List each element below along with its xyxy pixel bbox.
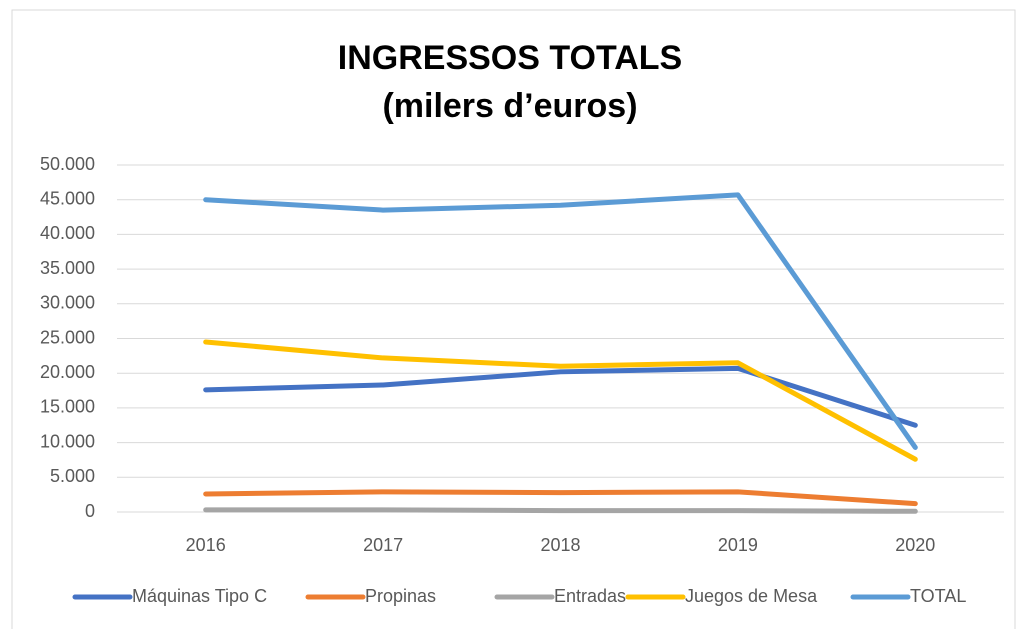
legend-label: TOTAL	[910, 586, 966, 606]
series-line	[203, 365, 918, 428]
series-line	[203, 339, 918, 462]
y-tick-label: 5.000	[50, 466, 95, 486]
x-tick-label: 2018	[540, 535, 580, 555]
legend-label: Entradas	[554, 586, 626, 606]
chart-title: INGRESSOS TOTALS	[338, 39, 682, 77]
y-tick-label: 30.000	[40, 293, 95, 313]
x-tick-label: 2020	[895, 535, 935, 555]
y-tick-label: 35.000	[40, 258, 95, 278]
y-tick-label: 25.000	[40, 327, 95, 347]
y-tick-label: 0	[85, 501, 95, 521]
legend-label: Máquinas Tipo C	[132, 586, 267, 606]
y-tick-label: 15.000	[40, 397, 95, 417]
y-tick-label: 20.000	[40, 362, 95, 382]
legend-label: Propinas	[365, 586, 436, 606]
y-tick-label: 50.000	[40, 154, 95, 174]
y-tick-label: 10.000	[40, 431, 95, 451]
chart-subtitle: (milers d’euros)	[382, 87, 637, 125]
x-tick-label: 2016	[186, 535, 226, 555]
series-line	[203, 489, 918, 507]
y-tick-label: 45.000	[40, 188, 95, 208]
y-tick-label: 40.000	[40, 223, 95, 243]
series-line	[203, 507, 918, 514]
series-line	[203, 192, 918, 450]
chart-border	[11, 9, 1016, 629]
x-tick-label: 2017	[363, 535, 403, 555]
x-tick-label: 2019	[718, 535, 758, 555]
legend-label: Juegos de Mesa	[685, 586, 818, 606]
